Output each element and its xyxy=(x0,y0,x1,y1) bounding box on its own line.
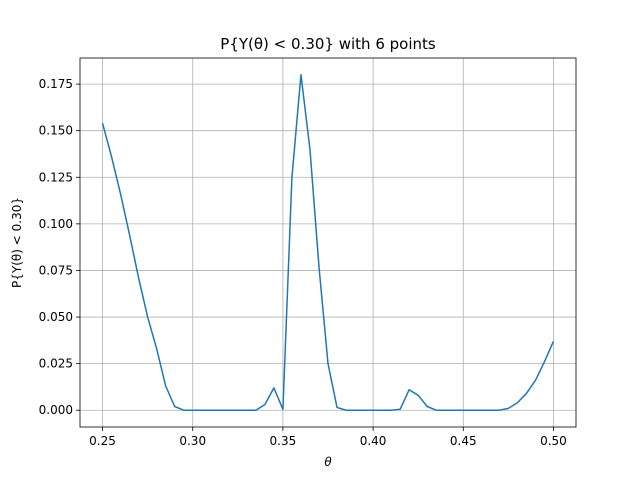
y-axis-label: P{Y(θ) < 0.30} xyxy=(10,197,24,288)
y-tick-label: 0.000 xyxy=(39,403,73,417)
y-tick-label: 0.175 xyxy=(39,77,73,91)
y-tick-label: 0.075 xyxy=(39,263,73,277)
y-axis-ticks: 0.000 0.025 0.050 0.075 0.100 0.125 0.150 0.175 xyxy=(39,77,80,417)
x-tick-label: 0.45 xyxy=(450,434,477,448)
x-tick-label: 0.40 xyxy=(360,434,387,448)
y-tick-label: 0.150 xyxy=(39,124,73,138)
y-tick-label: 0.025 xyxy=(39,357,73,371)
x-tick-label: 0.25 xyxy=(89,434,116,448)
plot-frame xyxy=(79,57,577,428)
y-tick-label: 0.100 xyxy=(39,217,73,231)
x-axis-label: θ xyxy=(324,455,332,469)
x-tick-label: 0.30 xyxy=(179,434,206,448)
x-tick-label: 0.50 xyxy=(540,434,567,448)
chart-title: P{Y(θ) < 0.30} with 6 points xyxy=(220,35,436,53)
x-tick-label: 0.35 xyxy=(270,434,297,448)
y-tick-label: 0.125 xyxy=(39,170,73,184)
y-tick-label: 0.050 xyxy=(39,310,73,324)
grid-lines xyxy=(80,58,576,427)
x-axis-ticks: 0.25 0.30 0.35 0.40 0.45 0.50 xyxy=(89,427,567,448)
series-line xyxy=(101,74,555,411)
